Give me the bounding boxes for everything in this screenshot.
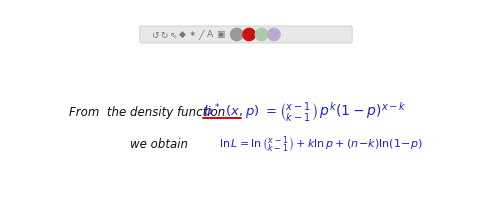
Text: $b^*\ (x,p)\ =$: $b^*\ (x,p)\ =$ [204,102,277,122]
Circle shape [243,28,255,41]
Text: A: A [207,30,214,39]
Text: ↺: ↺ [151,30,158,39]
Text: ◆: ◆ [179,30,186,39]
Text: $\binom{x-1}{k-1}\,p^k(1-p)^{x-k}$: $\binom{x-1}{k-1}\,p^k(1-p)^{x-k}$ [279,100,407,124]
Circle shape [255,28,268,41]
Text: we obtain: we obtain [130,138,188,151]
Text: From  the density function: From the density function [69,106,226,119]
Text: ↻: ↻ [160,30,168,39]
Text: ╱: ╱ [198,29,204,40]
Circle shape [230,28,243,41]
Text: ⇖: ⇖ [169,30,177,39]
Text: $\ln L = \ln\binom{x-1}{k-1} + k\ln p + (n\!-\!k)\ln(1\!-\!p)$: $\ln L = \ln\binom{x-1}{k-1} + k\ln p + … [219,134,422,155]
Text: ▣: ▣ [216,30,225,39]
Text: ✶: ✶ [188,30,195,39]
Circle shape [268,28,280,41]
FancyBboxPatch shape [140,26,352,43]
